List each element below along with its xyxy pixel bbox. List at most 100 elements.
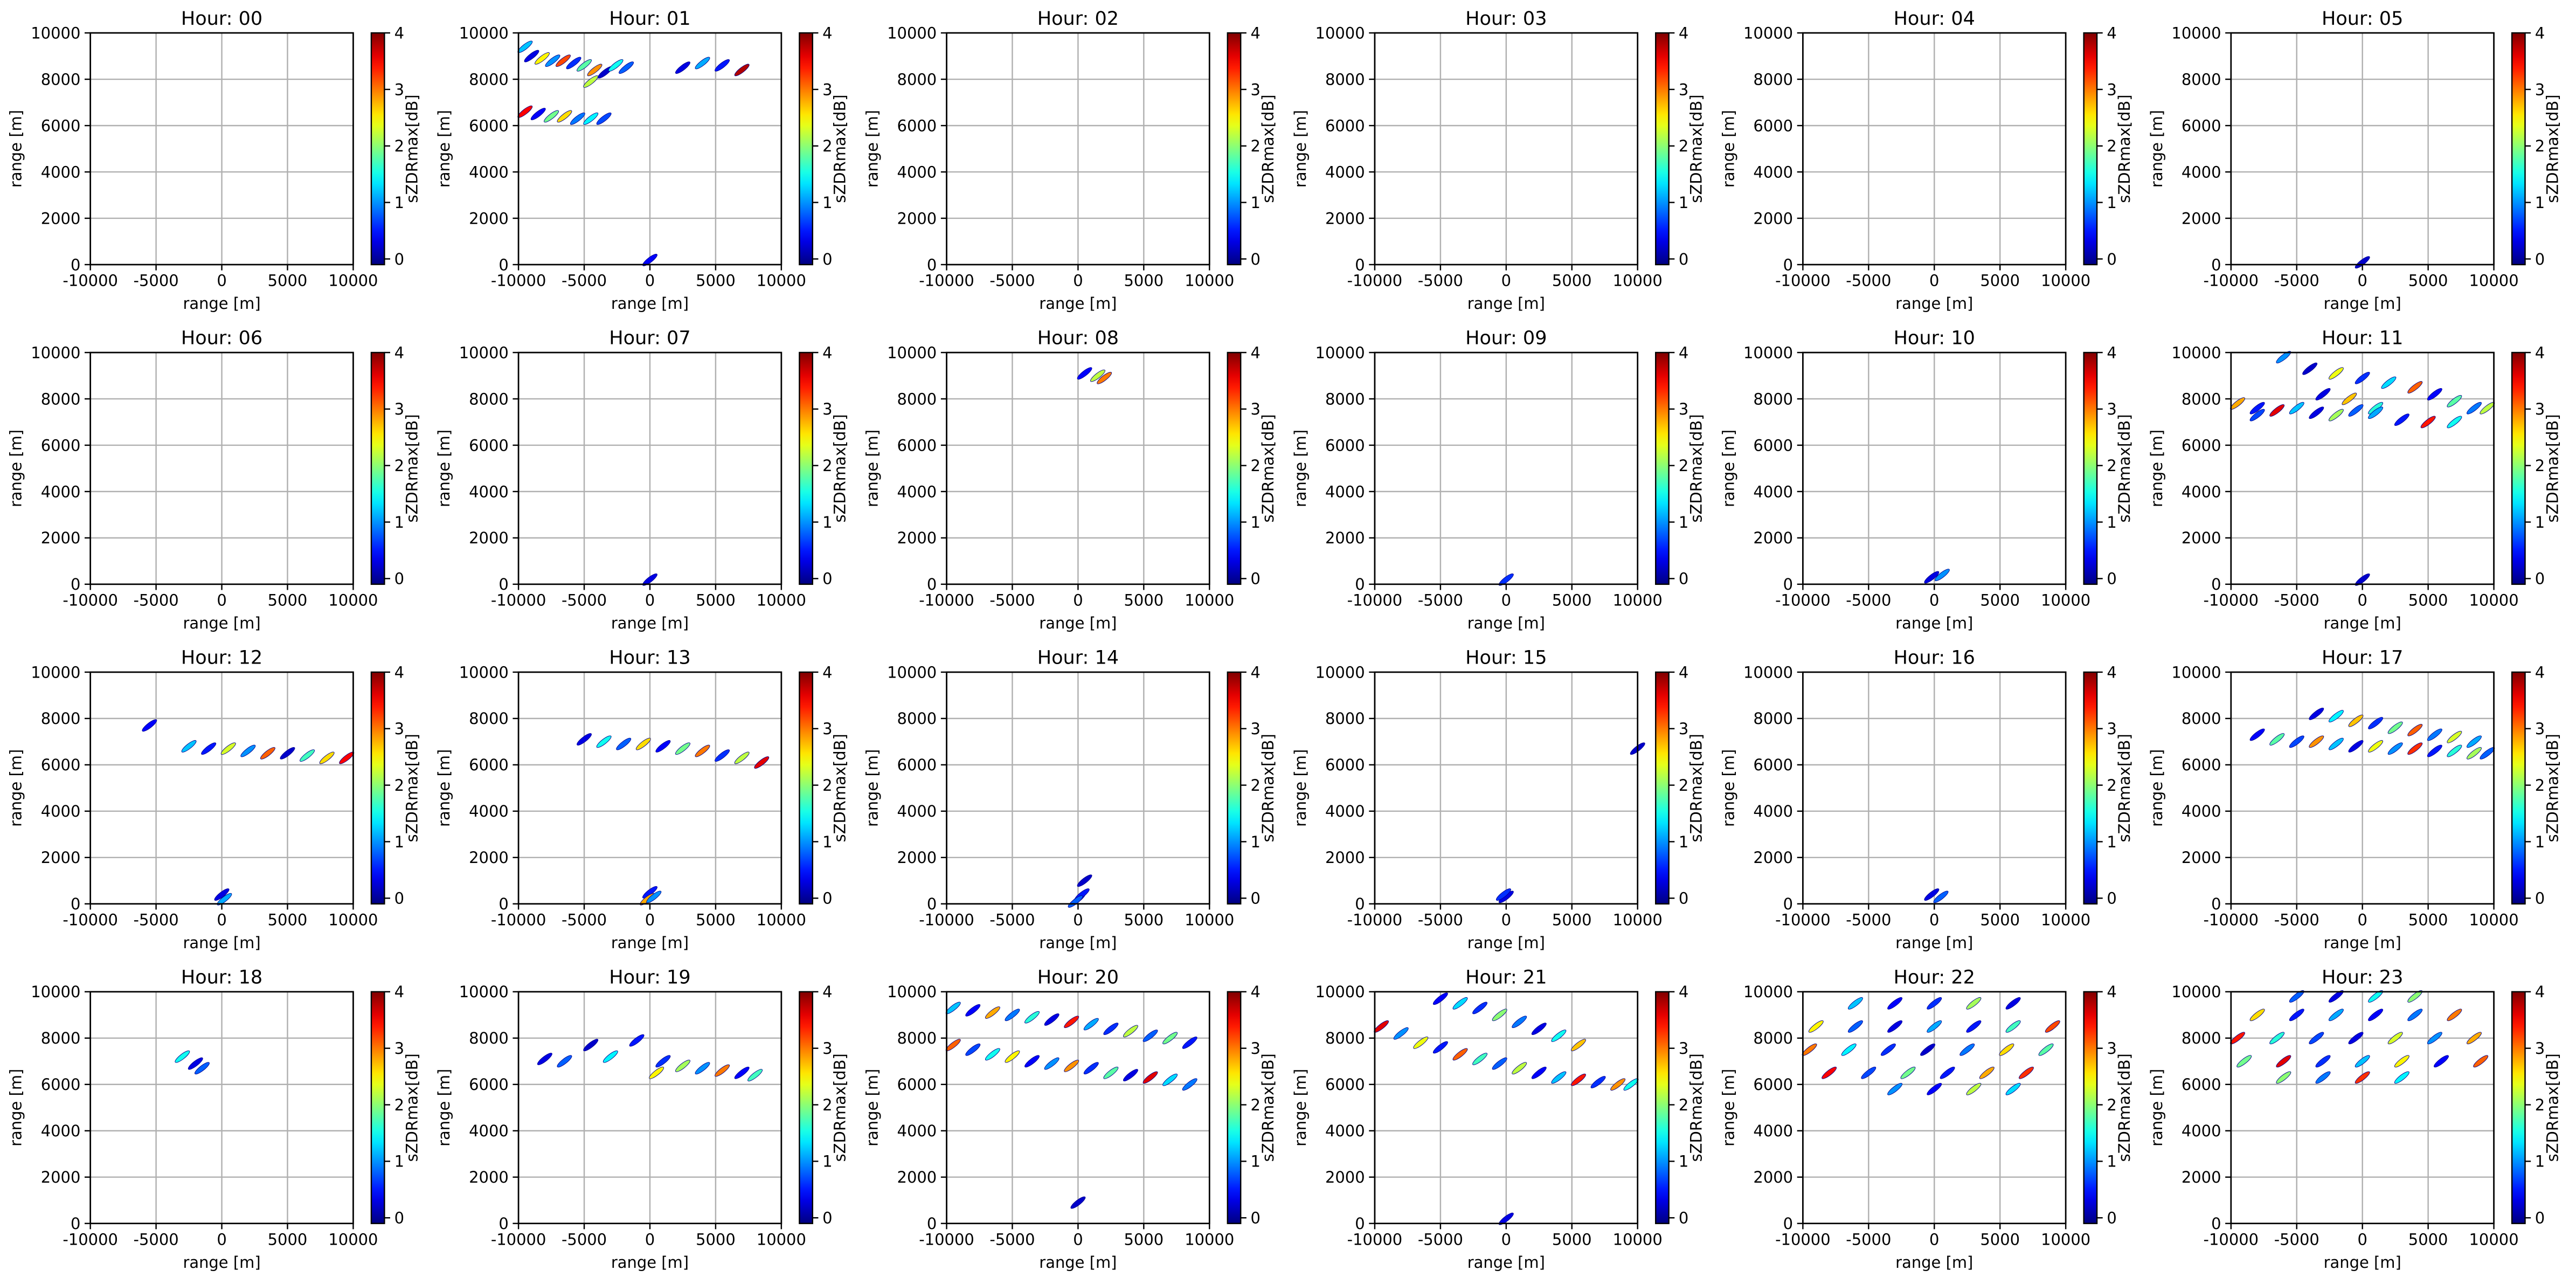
x-tick-label: -5000: [2274, 591, 2319, 609]
colorbar-tick-label: 2: [1250, 137, 1260, 155]
y-tick-label: 4000: [469, 1122, 509, 1140]
x-axis-label: range [m]: [183, 1253, 260, 1272]
y-tick-label: 2000: [1753, 1168, 1793, 1186]
data-point: [2309, 735, 2324, 748]
y-tick-label: 6000: [41, 436, 81, 454]
colorbar-tick-label: 1: [1679, 1152, 1688, 1171]
y-tick-label: 8000: [2182, 390, 2221, 408]
x-axis-label: range [m]: [183, 934, 260, 952]
colorbar-tick-label: 2: [1679, 137, 1688, 155]
subplot: -10000 -5000 0 5000 100000200040006000800010…: [1719, 647, 2134, 952]
data-point: [214, 888, 230, 901]
y-tick-label: 2000: [897, 848, 937, 867]
y-axis-label: range [m]: [435, 430, 453, 507]
x-tick-label: -5000: [989, 591, 1035, 609]
data-point: [1452, 997, 1468, 1010]
x-tick-label: 5000: [2408, 272, 2448, 290]
y-tick-label: 10000: [2171, 24, 2221, 42]
y-tick-label: 10000: [1315, 343, 1365, 362]
y-tick-label: 2000: [1325, 529, 1365, 547]
subplot: -10000 -5000 0 5000 100000200040006000800010…: [2148, 967, 2562, 1272]
x-tick-label: 5000: [268, 591, 308, 609]
colorbar-tick-label: 1: [1250, 194, 1260, 212]
y-tick-label: 2000: [1753, 848, 1793, 867]
data-point: [2289, 990, 2304, 1003]
y-tick-label: 2000: [2182, 209, 2221, 227]
x-tick-label: 0: [645, 1230, 655, 1248]
colorbar-tick-label: 4: [1250, 663, 1260, 681]
y-tick-label: 4000: [1753, 482, 1793, 501]
y-tick-label: 10000: [1743, 24, 1793, 42]
data-point: [2348, 1032, 2364, 1045]
x-tick-label: 10000: [1185, 272, 1234, 290]
colorbar-label: sZDRmax[dB]: [1259, 94, 1277, 203]
colorbar-tick-label: 3: [2107, 720, 2116, 738]
data-point: [2309, 1032, 2324, 1045]
data-point: [280, 747, 295, 760]
colorbar-tick-label: 4: [2535, 983, 2545, 1001]
colorbar-tick-label: 3: [822, 80, 832, 99]
y-tick-label: 8000: [1325, 70, 1365, 88]
y-tick-label: 6000: [2182, 436, 2221, 454]
colorbar-label: sZDRmax[dB]: [2543, 94, 2561, 203]
data-point: [577, 59, 592, 72]
y-tick-label: 8000: [2182, 709, 2221, 728]
colorbar-tick-label: 2: [1250, 457, 1260, 475]
colorbar-label: sZDRmax[dB]: [2543, 1053, 2561, 1162]
data-point: [2420, 416, 2436, 429]
y-axis-label: range [m]: [2148, 1069, 2166, 1147]
colorbar-tick-label: 4: [2535, 24, 2545, 42]
x-axis-label: range [m]: [1039, 294, 1117, 313]
data-point: [2447, 416, 2462, 429]
colorbar: [2511, 671, 2526, 905]
data-point: [2315, 1055, 2331, 1068]
y-tick-label: 8000: [41, 70, 81, 88]
y-tick-label: 0: [927, 1214, 937, 1233]
x-tick-label: -5000: [989, 272, 1035, 290]
y-tick-label: 0: [498, 1214, 508, 1233]
y-tick-label: 6000: [897, 436, 937, 454]
colorbar: [2083, 671, 2098, 905]
colorbar-tick-label: 4: [2107, 24, 2116, 42]
colorbar: [799, 351, 813, 585]
subplot-title: Hour: 18: [181, 967, 262, 989]
subplot-title: Hour: 12: [181, 647, 262, 669]
y-tick-label: 8000: [469, 390, 509, 408]
data-point: [715, 749, 730, 762]
x-axis-label: range [m]: [1039, 1253, 1117, 1272]
data-point: [1452, 1048, 1468, 1061]
x-tick-label: 5000: [2408, 591, 2448, 609]
colorbar-tick-label: 2: [1679, 457, 1688, 475]
x-tick-label: -5000: [1846, 1230, 1891, 1248]
x-tick-label: 10000: [1613, 591, 1663, 609]
x-tick-label: 10000: [2469, 1230, 2519, 1248]
x-tick-label: 0: [1073, 591, 1083, 609]
data-point: [2427, 744, 2442, 757]
y-tick-label: 8000: [41, 390, 81, 408]
x-tick-label: -10000: [491, 272, 546, 290]
x-tick-label: 0: [2357, 591, 2367, 609]
x-axis-label: range [m]: [1895, 294, 1973, 313]
y-tick-label: 2000: [1325, 848, 1365, 867]
colorbar-label: sZDRmax[dB]: [831, 414, 849, 522]
colorbar-tick-label: 2: [822, 137, 832, 155]
subplot: -10000 -5000 0 5000 100000200040006000800010…: [2148, 327, 2562, 632]
axes-frame: [89, 671, 354, 905]
subplot-title: Hour: 00: [181, 8, 262, 30]
data-point: [2249, 1009, 2265, 1021]
x-tick-label: -10000: [919, 910, 974, 929]
colorbar-label: sZDRmax[dB]: [1687, 94, 1706, 203]
colorbar-tick-label: 2: [2107, 137, 2116, 155]
x-tick-label: -5000: [134, 591, 179, 609]
x-tick-label: -5000: [134, 272, 179, 290]
colorbar-tick-label: 0: [2535, 1209, 2545, 1227]
x-axis-label: range [m]: [611, 294, 689, 313]
y-axis-label: range [m]: [2148, 749, 2166, 827]
subplot-title: Hour: 16: [1894, 647, 1975, 669]
x-tick-label: -5000: [562, 1230, 607, 1248]
colorbar-tick-label: 3: [394, 400, 404, 418]
y-tick-label: 6000: [469, 436, 509, 454]
data-point: [2005, 1082, 2021, 1095]
x-tick-label: 10000: [2041, 591, 2090, 609]
